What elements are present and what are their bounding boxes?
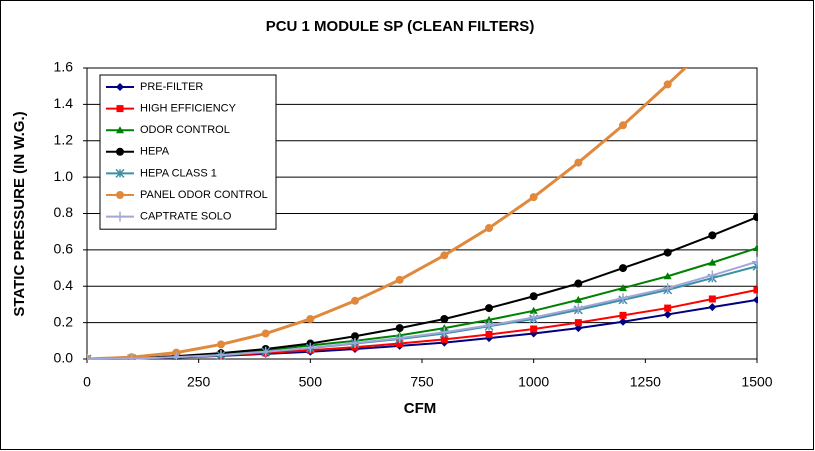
series-line [87,216,758,360]
marker [116,83,124,91]
marker [753,286,758,294]
marker [619,317,627,326]
marker [484,320,494,331]
marker [350,337,360,348]
y-tick-label: 1.6 [54,59,74,75]
marker [529,306,538,314]
y-tick-label: 0.0 [54,350,74,366]
marker [217,340,225,349]
y-axis-label: STATIC PRESSURE (IN W.G.) [11,111,28,316]
marker [708,303,717,312]
marker [394,333,405,344]
marker [87,354,92,360]
marker [216,349,226,360]
marker [753,213,758,222]
marker [707,270,718,281]
legend-label: PANEL ODOR CONTROL [140,189,268,201]
legend-label: HEPA CLASS 1 [140,167,217,179]
y-tick-label: 0.8 [54,204,74,220]
marker [485,224,493,233]
y-tick-label: 1.0 [54,168,74,184]
marker [395,324,404,333]
marker [261,329,270,338]
marker [619,311,627,319]
marker [116,147,124,156]
x-tick-label: 0 [83,374,91,390]
marker [440,251,449,260]
marker [529,193,538,202]
x-tick-label: 1500 [741,374,772,390]
x-tick-label: 1250 [630,374,661,390]
chart-title: PCU 1 MODULE SP (CLEAN FILTERS) [266,18,535,35]
plot-series [87,68,758,360]
marker [116,191,124,199]
x-tick-label: 750 [410,374,434,390]
marker [708,295,716,303]
marker [115,168,125,178]
legend-label: CAPTRATE SOLO [140,211,232,223]
series-line [87,260,758,360]
marker [664,304,672,312]
marker [440,314,449,323]
legend-label: HEPA [140,146,170,158]
x-tick-label: 250 [187,374,211,390]
marker [752,256,758,267]
marker [663,310,672,319]
marker [115,211,125,222]
marker [619,284,627,292]
marker [396,340,404,348]
marker [305,342,316,353]
marker [573,303,584,314]
y-tick-label: 0.2 [54,313,74,329]
y-tick-label: 1.2 [54,131,74,147]
marker [663,248,672,257]
legend-label: PRE-FILTER [140,81,203,93]
y-tick-label: 0.4 [54,277,74,293]
y-tick-label: 0.6 [54,241,74,257]
marker [708,231,717,240]
marker [306,314,315,323]
marker [574,279,583,288]
marker [126,353,137,360]
marker [574,158,583,167]
marker [439,327,450,338]
marker [618,293,628,304]
marker [708,258,717,266]
marker [574,295,583,303]
marker [395,275,404,284]
marker [485,315,493,323]
marker [753,244,758,252]
x-tick-label: 500 [299,374,323,390]
marker [528,312,539,323]
marker [171,352,182,360]
marker [440,335,448,343]
marker [619,264,627,273]
marker [351,332,359,341]
marker [260,346,271,357]
marker [753,295,758,304]
marker [662,283,673,294]
marker [485,330,493,338]
x-tick-label: 1000 [518,374,549,390]
marker [530,325,538,333]
marker [663,272,672,280]
marker [619,121,627,130]
legend-label: HIGH EFFICIENCY [140,103,237,115]
marker [116,105,124,113]
x-axis-label: CFM [404,400,437,417]
legend-label: ODOR CONTROL [140,124,230,136]
marker [485,304,493,313]
marker [663,80,672,89]
marker [529,292,538,301]
marker [116,126,124,134]
y-tick-label: 1.4 [54,95,74,111]
series-line [87,68,688,360]
marker [351,296,359,305]
marker [574,319,582,327]
